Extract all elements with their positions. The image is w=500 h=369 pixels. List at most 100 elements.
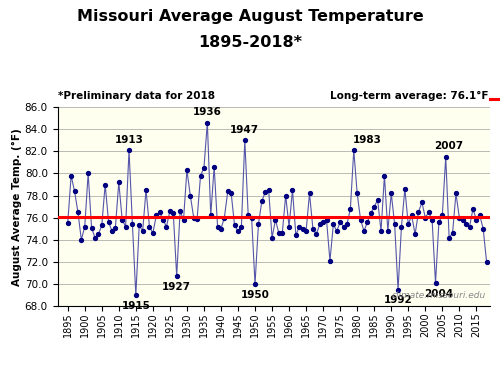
Point: [244, 213, 252, 218]
Point: [183, 167, 191, 173]
Text: climate.missouri.edu: climate.missouri.edu: [392, 291, 486, 300]
Point: [292, 232, 300, 238]
Point: [214, 224, 222, 230]
Point: [115, 179, 123, 185]
Point: [360, 228, 368, 234]
Point: [411, 231, 419, 237]
Point: [142, 187, 150, 193]
Point: [268, 235, 276, 241]
Point: [422, 215, 430, 221]
Point: [432, 280, 440, 286]
Point: [428, 217, 436, 223]
Point: [74, 209, 82, 215]
Point: [356, 217, 364, 223]
Point: [312, 231, 320, 237]
Point: [482, 259, 490, 265]
Point: [438, 213, 446, 218]
Point: [258, 198, 266, 204]
Point: [149, 230, 157, 236]
Point: [326, 258, 334, 264]
Point: [204, 120, 212, 125]
Point: [251, 281, 259, 287]
Point: [210, 164, 218, 170]
Point: [302, 228, 310, 234]
Point: [196, 173, 204, 179]
Point: [387, 190, 395, 196]
Point: [238, 224, 246, 230]
Text: Missouri Average August Temperature: Missouri Average August Temperature: [76, 9, 424, 24]
Point: [282, 193, 290, 199]
Point: [248, 215, 256, 221]
Point: [394, 287, 402, 293]
Point: [118, 217, 126, 223]
Point: [84, 170, 92, 176]
Point: [414, 209, 422, 215]
Point: [459, 217, 467, 223]
Point: [254, 221, 262, 227]
Point: [330, 221, 338, 227]
Point: [104, 219, 112, 225]
Point: [108, 228, 116, 234]
Y-axis label: August Average Temp. (°F): August Average Temp. (°F): [12, 128, 22, 286]
Text: 1992: 1992: [384, 295, 412, 305]
Point: [384, 228, 392, 234]
Point: [217, 226, 225, 232]
Point: [390, 221, 398, 227]
Point: [448, 230, 456, 236]
Point: [162, 224, 170, 230]
Point: [128, 221, 136, 227]
Point: [170, 210, 177, 216]
Point: [227, 190, 235, 196]
Text: 2007: 2007: [434, 141, 464, 151]
Point: [272, 217, 280, 223]
Point: [424, 209, 432, 215]
Point: [70, 188, 78, 194]
Point: [316, 221, 324, 227]
Point: [296, 224, 304, 230]
Point: [309, 226, 317, 232]
Point: [91, 235, 99, 241]
Point: [466, 224, 473, 230]
Point: [377, 228, 385, 234]
Point: [298, 226, 306, 232]
Point: [132, 292, 140, 298]
Point: [306, 190, 314, 196]
Point: [98, 223, 106, 228]
Point: [336, 219, 344, 225]
Point: [288, 187, 296, 193]
Point: [135, 223, 143, 228]
Point: [285, 224, 293, 230]
Point: [401, 186, 409, 192]
Point: [462, 221, 470, 227]
Point: [398, 224, 406, 230]
Point: [445, 235, 453, 241]
Point: [452, 190, 460, 196]
Point: [456, 215, 464, 221]
Point: [350, 147, 358, 153]
Text: *Preliminary data for 2018: *Preliminary data for 2018: [58, 92, 214, 101]
Point: [193, 216, 201, 222]
Point: [64, 220, 72, 226]
Text: 1927: 1927: [162, 282, 191, 292]
Point: [374, 197, 382, 203]
Text: 1913: 1913: [114, 135, 144, 145]
Point: [241, 137, 249, 143]
Point: [101, 182, 109, 187]
Point: [472, 217, 480, 223]
Text: 1895-2018*: 1895-2018*: [198, 35, 302, 50]
Point: [370, 204, 378, 210]
Point: [278, 230, 286, 236]
Point: [408, 213, 416, 218]
Point: [343, 221, 351, 227]
Point: [220, 215, 228, 221]
Point: [234, 228, 242, 234]
Point: [264, 187, 272, 193]
Text: 1983: 1983: [353, 135, 382, 145]
Point: [418, 199, 426, 205]
Point: [88, 225, 96, 231]
Point: [176, 208, 184, 214]
Point: [340, 224, 347, 230]
Point: [367, 210, 375, 216]
Point: [364, 219, 372, 225]
Point: [206, 213, 214, 218]
